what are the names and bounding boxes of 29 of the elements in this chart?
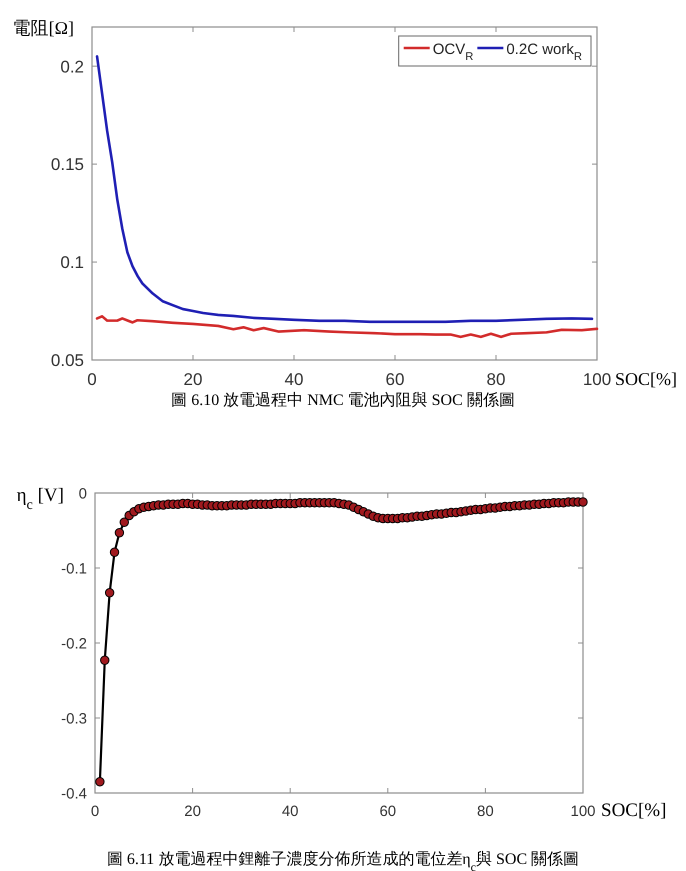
caption: 圖 6.11 放電過程中鋰離子濃度分佈所造成的電位差η$_{c}$與 SOC 關係圖	[106, 850, 580, 871]
x-tick-label: 60	[379, 803, 396, 820]
x-tick-label: 20	[184, 803, 201, 820]
x-tick-label: 40	[282, 803, 299, 820]
x-tick-label: 60	[386, 370, 404, 389]
y-tick-label: 0.15	[50, 155, 84, 174]
x-tick-label: 80	[477, 803, 494, 820]
y-tick-label: 0	[78, 485, 87, 502]
legend-label: OCV$_{R}$	[432, 41, 474, 63]
x-tick-label: 0	[90, 803, 100, 820]
line-series	[96, 315, 598, 338]
x-axis-title: SOC[%]	[601, 800, 666, 821]
y-tick-label: 0.2	[60, 57, 84, 76]
caption: 圖 6.10 放電過程中 NMC 電池內阻與 SOC 關係圖	[171, 391, 515, 409]
y-tick-label: 0.05	[50, 351, 84, 370]
y-axis-title: η$_{c}$ [V]	[16, 485, 64, 513]
x-tick-label: 40	[284, 370, 304, 389]
x-axis-title: SOC[%]	[615, 369, 677, 389]
x-tick-label: 80	[486, 370, 506, 389]
y-tick-label: -0.4	[61, 785, 87, 802]
x-tick-label: 20	[184, 370, 202, 389]
x-tick-label: 100	[570, 803, 596, 820]
legend-label: 0.2C work$_{R}$	[506, 41, 582, 63]
x-tick-label: 100	[582, 370, 612, 389]
y-tick-label: -0.2	[61, 635, 87, 652]
y-tick-label: -0.3	[61, 710, 87, 728]
y-axis-title: 電阻[Ω]	[12, 18, 74, 38]
y-tick-label: -0.1	[61, 560, 87, 578]
y-tick-label: 0.1	[60, 253, 84, 272]
